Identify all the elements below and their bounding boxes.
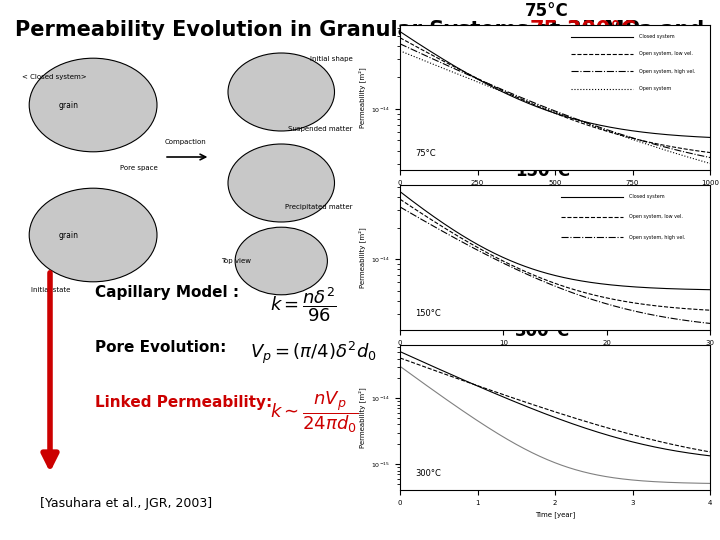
Text: grain: grain bbox=[58, 100, 78, 110]
Text: Compaction: Compaction bbox=[165, 139, 206, 145]
Text: Top view: Top view bbox=[221, 258, 251, 264]
Text: Closed system: Closed system bbox=[639, 34, 675, 39]
Text: 150°C: 150°C bbox=[515, 162, 570, 180]
Circle shape bbox=[228, 144, 335, 222]
Text: 150°C: 150°C bbox=[415, 309, 441, 319]
Text: 75-300°C: 75-300°C bbox=[530, 20, 637, 40]
Text: Permeability Evolution in Granular Systems at 35 MPa and: Permeability Evolution in Granular Syste… bbox=[15, 20, 711, 40]
Text: Suspended matter: Suspended matter bbox=[288, 126, 352, 132]
Y-axis label: Permeability [m²]: Permeability [m²] bbox=[358, 227, 366, 288]
Text: Initial state: Initial state bbox=[31, 287, 70, 293]
Text: 300°C: 300°C bbox=[515, 322, 570, 340]
Text: < Closed system>: < Closed system> bbox=[22, 74, 86, 80]
Text: Open system, low vel.: Open system, low vel. bbox=[629, 214, 683, 219]
Text: Open system, high vel.: Open system, high vel. bbox=[629, 235, 685, 240]
Text: Capillary Model :: Capillary Model : bbox=[95, 285, 239, 300]
Text: Pore Evolution:: Pore Evolution: bbox=[95, 340, 226, 355]
Text: Pore space: Pore space bbox=[120, 165, 158, 171]
Y-axis label: Permeability [m²]: Permeability [m²] bbox=[358, 67, 366, 128]
Text: Open system: Open system bbox=[639, 86, 671, 91]
Circle shape bbox=[228, 53, 335, 131]
Text: $V_p = (\pi/4)\delta^2 d_0$: $V_p = (\pi/4)\delta^2 d_0$ bbox=[250, 340, 377, 366]
Text: [Yasuhara et al., JGR, 2003]: [Yasuhara et al., JGR, 2003] bbox=[40, 497, 212, 510]
X-axis label: Time [year]: Time [year] bbox=[535, 352, 575, 358]
Text: grain: grain bbox=[58, 231, 78, 240]
Text: Closed system: Closed system bbox=[629, 194, 665, 199]
Circle shape bbox=[30, 58, 157, 152]
Text: Precipitated matter: Precipitated matter bbox=[284, 204, 352, 210]
Text: 75°C: 75°C bbox=[415, 150, 436, 158]
Text: Linked Permeability:: Linked Permeability: bbox=[95, 395, 272, 410]
Circle shape bbox=[235, 227, 328, 295]
Circle shape bbox=[30, 188, 157, 282]
Text: $k \sim \dfrac{nV_p}{24\pi d_0}$: $k \sim \dfrac{nV_p}{24\pi d_0}$ bbox=[270, 390, 359, 435]
Text: Open system, low vel.: Open system, low vel. bbox=[639, 51, 693, 57]
Text: 300°C: 300°C bbox=[415, 469, 441, 478]
Text: Open system, high vel.: Open system, high vel. bbox=[639, 69, 695, 74]
Text: 75°C: 75°C bbox=[525, 2, 569, 20]
Text: $k = \dfrac{n\delta^2}{96}$: $k = \dfrac{n\delta^2}{96}$ bbox=[270, 285, 337, 324]
Y-axis label: Permeability [m²]: Permeability [m²] bbox=[358, 387, 366, 448]
X-axis label: Time [year]: Time [year] bbox=[535, 511, 575, 518]
X-axis label: Time [year]: Time [year] bbox=[535, 191, 575, 198]
Text: Initial shape: Initial shape bbox=[310, 56, 352, 62]
